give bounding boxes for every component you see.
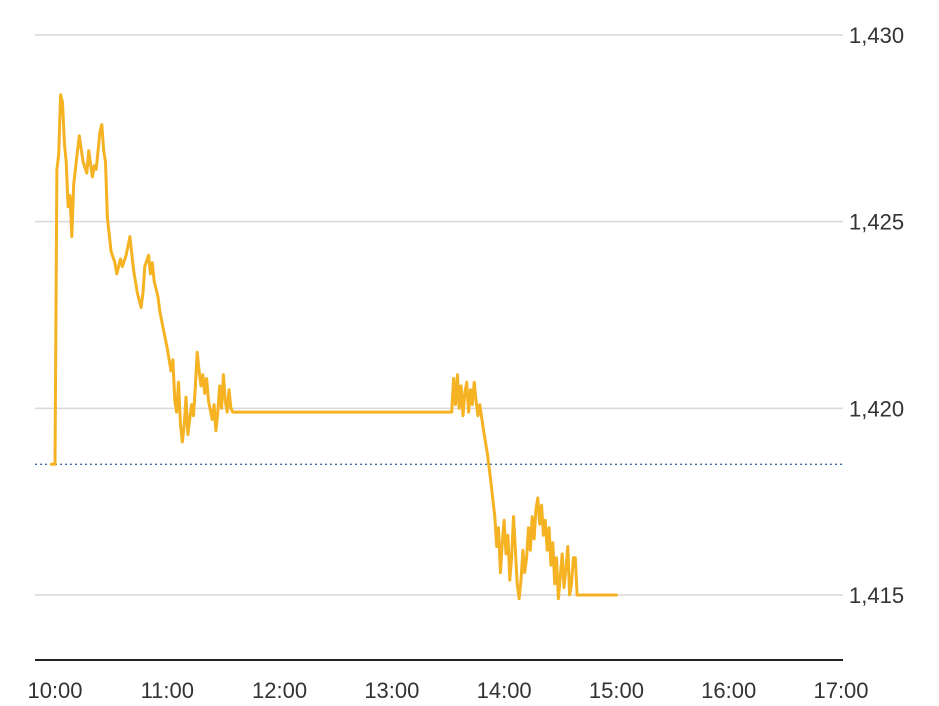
x-tick-label: 16:00 bbox=[701, 678, 756, 701]
x-tick-label: 17:00 bbox=[813, 678, 868, 701]
y-tick-label: 1,425 bbox=[849, 210, 904, 235]
y-tick-label: 1,420 bbox=[849, 396, 904, 421]
x-tick-label: 13:00 bbox=[364, 678, 419, 701]
y-tick-label: 1,430 bbox=[849, 23, 904, 48]
x-tick-label: 12:00 bbox=[252, 678, 307, 701]
series-group bbox=[49, 93, 618, 601]
price-series-line bbox=[49, 93, 618, 601]
x-tick-label: 14:00 bbox=[477, 678, 532, 701]
x-tick-label: 15:00 bbox=[589, 678, 644, 701]
x-tick-label: 11:00 bbox=[141, 678, 194, 701]
x-tick-label: 10:00 bbox=[27, 678, 82, 701]
y-tick-labels: 1,430 1,425 1,420 1,415 bbox=[849, 23, 904, 608]
y-tick-label: 1,415 bbox=[849, 583, 904, 608]
gridlines bbox=[35, 34, 843, 596]
x-tick-labels: 10:00 11:00 12:00 13:00 14:00 15:00 16:00 17:00 bbox=[27, 678, 868, 703]
